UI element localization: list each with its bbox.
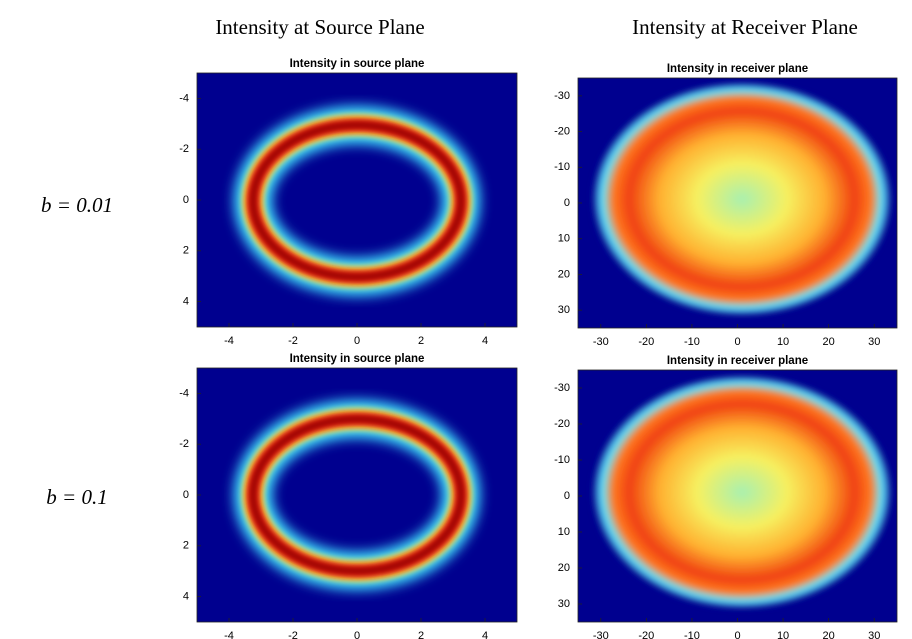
row-label: b = 0.01	[41, 193, 113, 217]
y-tick-label: 4	[183, 591, 189, 603]
x-tick-label: 30	[868, 336, 880, 348]
x-tick-label: 2	[418, 630, 424, 639]
x-tick-label: -20	[638, 630, 654, 639]
y-tick-label: -20	[554, 418, 570, 430]
receiver-image	[578, 78, 897, 328]
x-tick-label: 0	[354, 335, 360, 347]
x-tick-label: 10	[777, 630, 789, 639]
x-tick-label: -10	[684, 336, 700, 348]
x-tick-label: 0	[734, 336, 740, 348]
x-tick-label: 2	[418, 335, 424, 347]
y-tick-label: -30	[554, 382, 570, 394]
y-tick-label: 0	[183, 194, 189, 206]
panel-title: Intensity in source plane	[290, 58, 425, 70]
y-tick-label: 30	[558, 598, 570, 610]
y-tick-label: -4	[179, 92, 189, 104]
y-tick-label: 0	[183, 489, 189, 501]
x-tick-label: -4	[224, 335, 234, 347]
y-tick-label: 10	[558, 526, 570, 538]
row-label: b = 0.1	[46, 485, 107, 509]
x-tick-label: -4	[224, 630, 234, 639]
x-tick-label: 4	[482, 630, 488, 639]
x-tick-label: 20	[823, 336, 835, 348]
y-tick-label: 10	[558, 233, 570, 245]
x-tick-label: -2	[288, 335, 298, 347]
y-tick-label: -4	[179, 387, 189, 399]
y-tick-label: 20	[558, 268, 570, 280]
x-tick-label: 0	[734, 630, 740, 639]
x-tick-label: -30	[593, 336, 609, 348]
y-tick-label: -30	[554, 90, 570, 102]
x-tick-label: 10	[777, 336, 789, 348]
panel-title: Intensity in receiver plane	[667, 63, 808, 75]
y-tick-label: -2	[179, 143, 189, 155]
y-tick-label: 2	[183, 245, 189, 257]
x-tick-label: -10	[684, 630, 700, 639]
receiver-image	[578, 370, 897, 622]
y-tick-label: 30	[558, 304, 570, 316]
y-tick-label: 2	[183, 540, 189, 552]
source-image	[197, 73, 517, 327]
y-tick-label: 20	[558, 562, 570, 574]
column-title: Intensity at Receiver Plane	[632, 15, 858, 39]
x-tick-label: 0	[354, 630, 360, 639]
x-tick-label: -20	[638, 336, 654, 348]
source-image	[197, 368, 517, 622]
y-tick-label: -10	[554, 454, 570, 466]
panel-title: Intensity in source plane	[290, 353, 425, 365]
y-tick-label: -20	[554, 125, 570, 137]
y-tick-label: 0	[564, 490, 570, 502]
y-tick-label: 4	[183, 296, 189, 308]
x-tick-label: 4	[482, 335, 488, 347]
y-tick-label: -2	[179, 438, 189, 450]
column-title: Intensity at Source Plane	[215, 15, 424, 39]
y-tick-label: -10	[554, 161, 570, 173]
x-tick-label: 20	[823, 630, 835, 639]
panel-title: Intensity in receiver plane	[667, 355, 808, 367]
x-tick-label: -2	[288, 630, 298, 639]
x-tick-label: 30	[868, 630, 880, 639]
x-tick-label: -30	[593, 630, 609, 639]
y-tick-label: 0	[564, 197, 570, 209]
